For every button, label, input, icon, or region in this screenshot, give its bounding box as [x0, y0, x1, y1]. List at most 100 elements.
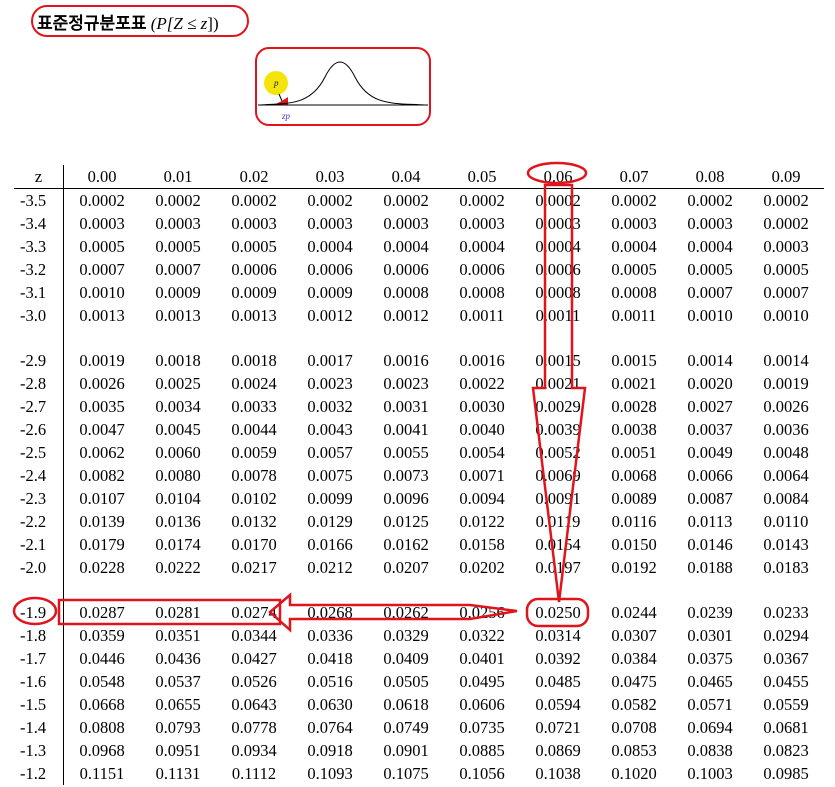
value-cell: 0.0073	[383, 466, 429, 485]
value-cell: 0.0951	[155, 741, 201, 760]
value-cell: 0.1020	[611, 764, 657, 783]
title-formula: (P[Z ≤ z])	[151, 14, 219, 33]
value-cell: 0.0014	[687, 351, 733, 370]
value-cell: 0.0778	[231, 718, 277, 737]
value-cell: 0.0548	[79, 672, 125, 691]
value-cell: 0.0287	[79, 603, 125, 622]
value-cell: 0.0006	[231, 260, 277, 279]
value-cell: 0.0179	[79, 535, 125, 554]
value-cell: 0.0655	[155, 695, 201, 714]
value-cell: 0.0367	[763, 649, 809, 668]
value-cell: 0.0436	[155, 649, 201, 668]
z-cell: -3.5	[14, 188, 64, 212]
value-cell: 0.1038	[535, 764, 581, 783]
value-cell: 0.0003	[383, 214, 429, 233]
value-cell: 0.0048	[763, 443, 809, 462]
value-cell: 0.0618	[383, 695, 429, 714]
value-cell: 0.0006	[383, 260, 429, 279]
value-cell: 0.1112	[231, 764, 277, 783]
table-row: -2.0 0.0228 0.0222 0.0217 0.0212 0.0207 0.0202…	[14, 556, 824, 579]
value-cell: 0.0027	[687, 397, 733, 416]
header-col: 0.01	[140, 165, 216, 189]
header-col: 0.09	[748, 165, 824, 189]
value-cell: 0.0019	[79, 351, 125, 370]
table-row: -1.3 0.0968 0.0951 0.0934 0.0918 0.0901 0.0885…	[14, 739, 824, 762]
value-cell: 0.0003	[155, 214, 201, 233]
value-cell: 0.0351	[155, 626, 201, 645]
value-cell: 0.0025	[155, 374, 201, 393]
value-cell: 0.0110	[763, 512, 809, 531]
value-cell: 0.0052	[535, 443, 581, 462]
z-cell: -1.5	[14, 693, 64, 716]
value-cell: 0.0054	[459, 443, 505, 462]
value-cell: 0.0041	[383, 420, 429, 439]
value-cell: 0.0197	[535, 558, 581, 577]
value-cell: 0.0104	[155, 489, 201, 508]
value-cell: 0.0035	[79, 397, 125, 416]
value-cell: 0.0537	[155, 672, 201, 691]
value-cell: 0.0228	[79, 558, 125, 577]
value-cell: 0.0002	[611, 191, 657, 210]
value-cell: 0.0475	[611, 672, 657, 691]
value-cell: 0.0015	[611, 351, 657, 370]
value-cell: 0.0084	[763, 489, 809, 508]
value-cell: 0.0055	[383, 443, 429, 462]
value-cell: 0.0006	[535, 260, 581, 279]
value-cell: 0.0005	[155, 237, 201, 256]
value-cell: 0.0045	[155, 420, 201, 439]
value-cell: 0.0003	[611, 214, 657, 233]
value-cell: 0.0116	[611, 512, 657, 531]
value-cell: 0.0322	[459, 626, 505, 645]
value-cell: 0.0359	[79, 626, 125, 645]
title-formula-open: (P[Z ≤ z	[150, 14, 208, 33]
value-cell: 0.0446	[79, 649, 125, 668]
value-cell: 0.0031	[383, 397, 429, 416]
value-cell: 0.0582	[611, 695, 657, 714]
value-cell: 0.0681	[763, 718, 809, 737]
value-cell: 0.0495	[459, 672, 505, 691]
table-row: -1.2 0.1151 0.1131 0.1112 0.1093 0.1075 0.1056…	[14, 762, 824, 785]
z-cell: -2.3	[14, 487, 64, 510]
header-col: 0.06	[520, 165, 596, 189]
value-cell: 0.0985	[763, 764, 809, 783]
value-cell: 0.0066	[687, 466, 733, 485]
value-cell: 0.0274	[231, 603, 277, 622]
value-cell: 0.0006	[307, 260, 353, 279]
z-cell: -2.1	[14, 533, 64, 556]
value-cell: 0.0749	[383, 718, 429, 737]
value-cell: 0.0002	[155, 191, 201, 210]
value-cell: 0.0030	[459, 397, 505, 416]
value-cell: 0.0003	[307, 214, 353, 233]
value-cell: 0.0049	[687, 443, 733, 462]
value-cell: 0.0256	[459, 603, 505, 622]
value-cell: 0.0005	[79, 237, 125, 256]
value-cell: 0.0174	[155, 535, 201, 554]
value-cell: 0.0099	[307, 489, 353, 508]
value-cell: 0.0146	[687, 535, 733, 554]
value-cell: 0.0013	[79, 306, 125, 325]
value-cell: 0.0002	[459, 191, 505, 210]
value-cell: 0.0003	[79, 214, 125, 233]
value-cell: 0.0808	[79, 718, 125, 737]
z-cell: -3.3	[14, 235, 64, 258]
value-cell: 0.0082	[79, 466, 125, 485]
value-cell: 0.0005	[611, 260, 657, 279]
value-cell: 0.0007	[79, 260, 125, 279]
value-cell: 0.1003	[687, 764, 733, 783]
z-cell: -3.1	[14, 281, 64, 304]
table-row: -2.9 0.0019 0.0018 0.0018 0.0017 0.0016 0.0016…	[14, 349, 824, 372]
value-cell: 0.0154	[535, 535, 581, 554]
title-korean: 표준정규분포표	[37, 14, 147, 33]
value-cell: 0.0202	[459, 558, 505, 577]
bell-curve	[259, 61, 426, 106]
value-cell: 0.0015	[535, 351, 581, 370]
value-cell: 0.1056	[459, 764, 505, 783]
value-cell: 0.0019	[763, 374, 809, 393]
value-cell: 0.0217	[231, 558, 277, 577]
value-cell: 0.0021	[535, 374, 581, 393]
value-cell: 0.0314	[535, 626, 581, 645]
value-cell: 0.0009	[155, 283, 201, 302]
z-cell: -2.4	[14, 464, 64, 487]
value-cell: 0.0037	[687, 420, 733, 439]
value-cell: 0.0188	[687, 558, 733, 577]
